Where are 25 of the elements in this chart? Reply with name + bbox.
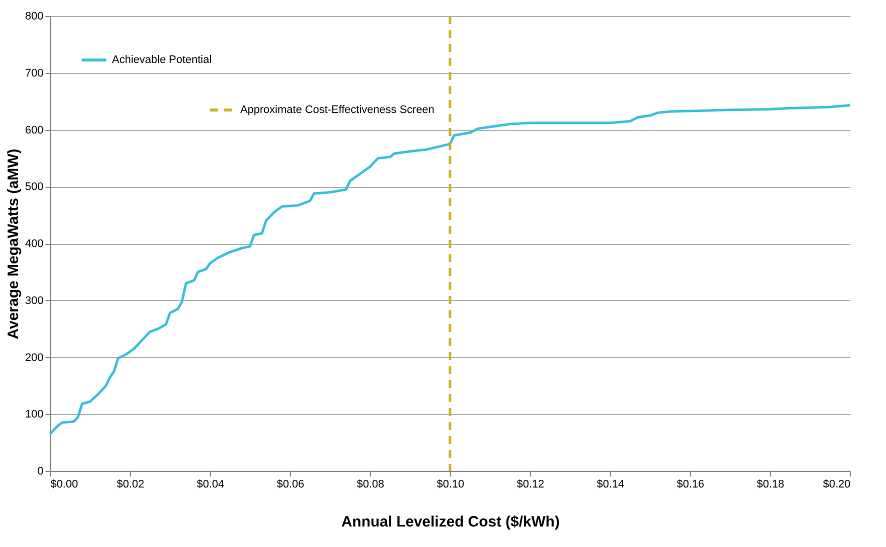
x-tick-label: $0.18 (756, 478, 784, 490)
y-tick-label: 0 (37, 466, 44, 478)
y-axis-title: Average MegaWatts (aMW) (5, 148, 22, 340)
ref-line-label: Approximate Cost-Effectiveness Screen (240, 104, 434, 116)
y-tick-label: 100 (25, 408, 44, 421)
line-series (48, 104, 852, 436)
x-tick-label: $0.10 (436, 478, 464, 490)
y-tick-label: 400 (25, 238, 44, 250)
x-tick-label: $0.04 (196, 478, 224, 490)
x-axis-title: Annual Levelized Cost ($/kWh) (341, 514, 560, 530)
y-tick-label: 600 (25, 124, 44, 136)
x-tick-label: $0.00 (50, 478, 78, 490)
legend-label: Achievable Potential (112, 54, 212, 66)
x-tick-label: $0.12 (516, 478, 544, 490)
y-tick-label: 200 (25, 352, 44, 364)
y-tick-label: 800 (25, 10, 44, 22)
x-tick-label: $0.16 (676, 478, 704, 490)
x-tick-label: $0.06 (276, 478, 304, 490)
x-tick-label: $0.08 (356, 478, 384, 490)
x-tick-label: $0.20 (822, 478, 850, 490)
y-tick-label: 500 (25, 181, 44, 194)
y-tick-label: 700 (25, 67, 44, 80)
y-tick-label: 300 (25, 294, 44, 307)
x-tick-label: $0.02 (116, 478, 144, 490)
x-tick-label: $0.14 (596, 478, 624, 490)
